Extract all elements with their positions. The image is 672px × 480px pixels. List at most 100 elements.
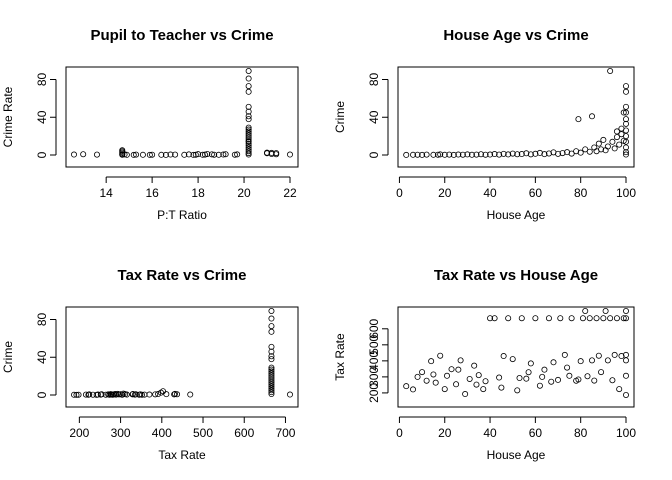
data-point <box>548 378 555 385</box>
data-point <box>403 383 410 390</box>
data-point <box>414 373 421 380</box>
data-point <box>487 151 494 158</box>
data-point <box>545 315 552 322</box>
data-point <box>623 315 630 322</box>
data-point <box>518 151 525 158</box>
data-point <box>455 151 462 158</box>
data-point <box>93 151 100 158</box>
x-tick-label: 700 <box>275 426 295 440</box>
data-point <box>268 328 275 335</box>
data-point <box>268 383 275 390</box>
data-point <box>593 315 600 322</box>
data-point <box>268 370 275 377</box>
y-tick-label: 40 <box>35 350 49 364</box>
data-point <box>245 146 252 153</box>
data-point <box>146 151 153 158</box>
x-tick-label: 14 <box>99 186 113 200</box>
data-point <box>623 109 630 116</box>
data-point <box>268 348 275 355</box>
data-point <box>586 315 593 322</box>
data-point <box>268 343 275 350</box>
scatter-panel-1: Pupil to Teacher vs Crime 14 16 18 20 22 P:T R… <box>1 27 299 222</box>
data-point <box>505 151 512 158</box>
y-tick-label: 500 <box>367 334 381 354</box>
data-point <box>527 360 534 367</box>
data-point <box>245 140 252 147</box>
plot-frame <box>65 66 299 168</box>
data-point <box>152 391 159 398</box>
y-tick-label: 80 <box>35 313 49 327</box>
y-tick-label: 300 <box>367 367 381 387</box>
data-point <box>133 151 140 158</box>
x-tick-label: 40 <box>483 426 497 440</box>
data-point <box>579 315 586 322</box>
data-point <box>464 151 471 158</box>
data-point <box>532 315 539 322</box>
chart-title: Tax Rate vs Crime <box>118 267 247 284</box>
data-point <box>268 353 275 360</box>
data-point <box>505 315 512 322</box>
data-point <box>500 150 507 157</box>
data-point <box>527 151 534 158</box>
data-point <box>155 391 162 398</box>
data-point <box>441 386 448 393</box>
data-point <box>623 116 630 123</box>
x-tick-label: 60 <box>529 426 543 440</box>
data-point <box>568 150 575 157</box>
data-point <box>204 150 211 157</box>
chart-title: Tax Rate vs House Age <box>434 267 598 284</box>
data-point <box>441 151 448 158</box>
data-point <box>466 375 473 382</box>
data-point <box>459 151 466 158</box>
scatter-panel-2: House Age vs Crime 0 20 40 60 80 100 House Age 0… <box>333 27 636 222</box>
data-point <box>123 151 130 158</box>
data-point <box>86 391 93 398</box>
chart-title: Pupil to Teacher vs Crime <box>90 27 273 44</box>
data-point <box>187 391 194 398</box>
x-tick-label: 20 <box>438 426 452 440</box>
data-point <box>75 391 82 398</box>
data-point <box>245 148 252 155</box>
data-point <box>234 151 241 158</box>
x-tick-label: 60 <box>529 186 543 200</box>
data-point <box>268 379 275 386</box>
data-point <box>268 375 275 382</box>
x-tick-label: 200 <box>69 426 89 440</box>
data-point <box>167 151 174 158</box>
data-point <box>482 378 489 385</box>
data-point <box>509 150 516 157</box>
data-point <box>496 151 503 158</box>
data-point <box>434 151 441 158</box>
data-point <box>582 307 589 314</box>
data-point <box>71 151 78 158</box>
data-point <box>268 385 275 392</box>
data-point <box>616 386 623 393</box>
data-point <box>172 151 179 158</box>
data-point <box>82 391 89 398</box>
data-point <box>139 391 146 398</box>
data-point <box>532 150 539 157</box>
data-point <box>491 315 498 322</box>
data-point <box>273 150 280 157</box>
data-point <box>430 151 437 158</box>
data-point <box>480 386 487 393</box>
data-point <box>591 377 598 384</box>
data-point <box>201 151 208 158</box>
data-point <box>559 150 566 157</box>
scatter-panel-4: Tax Rate vs House Age 0 20 40 60 80 100 House A… <box>333 267 636 462</box>
data-point <box>604 143 611 150</box>
data-point <box>245 75 252 82</box>
data-point <box>231 151 238 158</box>
data-point <box>468 151 475 158</box>
data-point <box>623 120 630 127</box>
data-point <box>220 151 227 158</box>
data-point <box>245 137 252 144</box>
data-point <box>514 151 521 158</box>
data-point <box>550 359 557 366</box>
data-point <box>190 151 197 158</box>
data-point <box>403 151 410 158</box>
data-point <box>215 151 222 158</box>
data-point <box>94 391 101 398</box>
data-point <box>437 352 444 359</box>
data-point <box>245 108 252 115</box>
